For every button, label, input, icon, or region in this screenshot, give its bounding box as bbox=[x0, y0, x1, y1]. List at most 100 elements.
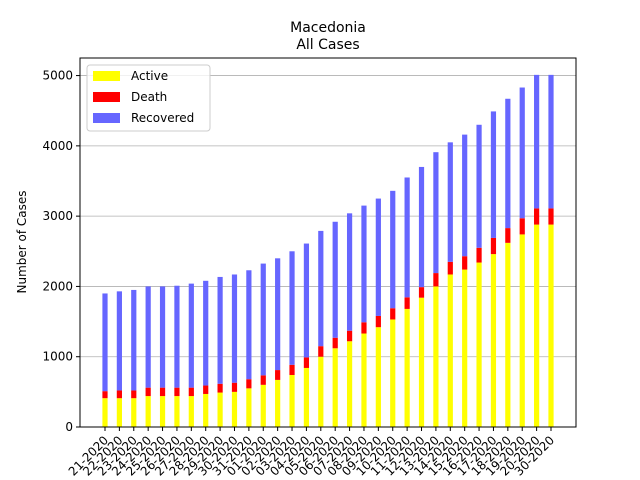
bar-active-19 bbox=[375, 327, 381, 427]
bar-active-17 bbox=[346, 341, 353, 427]
bar-recovered-21 bbox=[404, 177, 410, 298]
bar-active-23 bbox=[433, 286, 439, 427]
bar-recovered-14 bbox=[303, 243, 310, 358]
legend-label-recovered: Recovered bbox=[131, 111, 194, 125]
bar-death-19 bbox=[375, 315, 381, 328]
bar-death-13 bbox=[289, 364, 295, 375]
bar-recovered-13 bbox=[289, 251, 295, 365]
legend-label-death: Death bbox=[131, 90, 167, 104]
bar-death-17 bbox=[346, 330, 353, 342]
x-axis-ticks: 21-202022-202023-202024-202025-202026-20… bbox=[66, 427, 557, 479]
bar-active-31 bbox=[548, 224, 554, 427]
bar-death-10 bbox=[246, 379, 252, 389]
bar-death-3 bbox=[145, 387, 151, 397]
bar-active-11 bbox=[260, 384, 266, 427]
legend-swatch-recovered bbox=[93, 113, 120, 123]
bar-death-12 bbox=[275, 370, 281, 380]
legend-label-active: Active bbox=[131, 69, 168, 83]
chart-title-line-2: All Cases bbox=[296, 37, 359, 53]
bar-recovered-11 bbox=[260, 263, 266, 376]
bar-active-22 bbox=[418, 297, 425, 427]
bar-active-14 bbox=[303, 367, 310, 427]
bar-death-30 bbox=[534, 208, 540, 225]
bar-recovered-23 bbox=[433, 152, 439, 274]
y-tick-label: 3000 bbox=[42, 209, 73, 223]
bar-recovered-24 bbox=[447, 142, 453, 262]
bar-recovered-29 bbox=[519, 87, 525, 219]
bar-death-1 bbox=[116, 390, 122, 399]
bar-active-7 bbox=[203, 393, 209, 427]
bar-recovered-0 bbox=[102, 293, 108, 392]
bar-recovered-18 bbox=[361, 205, 367, 323]
plot-frame bbox=[79, 57, 577, 428]
bar-recovered-31 bbox=[548, 74, 554, 209]
y-tick-label: 5000 bbox=[42, 69, 73, 83]
bar-recovered-28 bbox=[505, 98, 511, 229]
bar-death-23 bbox=[433, 273, 439, 287]
bar-death-18 bbox=[361, 322, 367, 334]
bar-death-29 bbox=[519, 218, 525, 235]
bar-active-13 bbox=[289, 374, 295, 427]
y-tick-label: 4000 bbox=[42, 139, 73, 153]
bar-active-3 bbox=[145, 396, 151, 427]
bar-death-8 bbox=[217, 383, 223, 393]
bar-active-26 bbox=[476, 262, 482, 427]
bar-active-21 bbox=[404, 308, 410, 427]
bar-active-4 bbox=[159, 396, 166, 427]
y-tick-label: 1000 bbox=[42, 350, 73, 364]
y-axis-ticks: 0 1000 2000 3000 4000 5000 bbox=[42, 69, 80, 434]
bar-recovered-10 bbox=[246, 270, 252, 380]
bar-death-28 bbox=[505, 228, 511, 243]
bar-active-2 bbox=[131, 398, 137, 427]
bar-recovered-27 bbox=[490, 111, 497, 238]
bar-recovered-15 bbox=[318, 230, 324, 347]
bar-active-5 bbox=[174, 396, 180, 427]
chart-title: Macedonia All Cases bbox=[290, 20, 366, 53]
bar-recovered-3 bbox=[145, 286, 151, 388]
bar-recovered-30 bbox=[534, 74, 540, 209]
legend-swatch-death bbox=[93, 92, 120, 102]
bar-recovered-5 bbox=[174, 285, 180, 388]
bar-death-21 bbox=[404, 297, 410, 309]
bar-active-12 bbox=[275, 379, 281, 427]
y-axis-label: Number of Cases bbox=[15, 190, 29, 293]
bar-death-4 bbox=[159, 387, 166, 397]
bar-death-16 bbox=[332, 337, 338, 349]
bar-active-1 bbox=[116, 398, 122, 427]
stacked-bars bbox=[102, 74, 554, 427]
bar-active-8 bbox=[217, 392, 223, 427]
bar-recovered-12 bbox=[275, 258, 281, 371]
bar-recovered-8 bbox=[217, 276, 223, 384]
bar-death-27 bbox=[490, 237, 497, 255]
bar-death-6 bbox=[188, 387, 194, 397]
bar-death-22 bbox=[418, 287, 425, 298]
bar-recovered-25 bbox=[462, 134, 468, 257]
bar-death-25 bbox=[462, 256, 468, 270]
bar-active-18 bbox=[361, 333, 367, 427]
bar-death-2 bbox=[131, 390, 137, 399]
bar-recovered-7 bbox=[203, 280, 209, 386]
bar-active-6 bbox=[188, 396, 194, 427]
bar-death-15 bbox=[318, 346, 324, 357]
bar-active-25 bbox=[462, 269, 468, 427]
bar-recovered-4 bbox=[159, 286, 166, 388]
bar-active-16 bbox=[332, 348, 338, 427]
bar-death-5 bbox=[174, 387, 180, 397]
legend-swatch-active bbox=[93, 71, 120, 81]
bar-death-24 bbox=[447, 261, 453, 275]
bar-death-31 bbox=[548, 208, 554, 225]
bar-recovered-1 bbox=[116, 291, 122, 391]
bar-active-15 bbox=[318, 356, 324, 427]
y-tick-label: 2000 bbox=[42, 279, 73, 293]
bar-recovered-22 bbox=[418, 166, 425, 288]
bar-recovered-17 bbox=[346, 213, 353, 331]
bar-death-26 bbox=[476, 247, 482, 263]
bar-death-7 bbox=[203, 385, 209, 394]
bar-death-11 bbox=[260, 375, 266, 385]
bar-active-10 bbox=[246, 388, 252, 427]
bar-active-20 bbox=[390, 319, 396, 427]
bar-death-20 bbox=[390, 308, 396, 320]
bar-active-0 bbox=[102, 398, 108, 427]
bar-recovered-26 bbox=[476, 124, 482, 248]
